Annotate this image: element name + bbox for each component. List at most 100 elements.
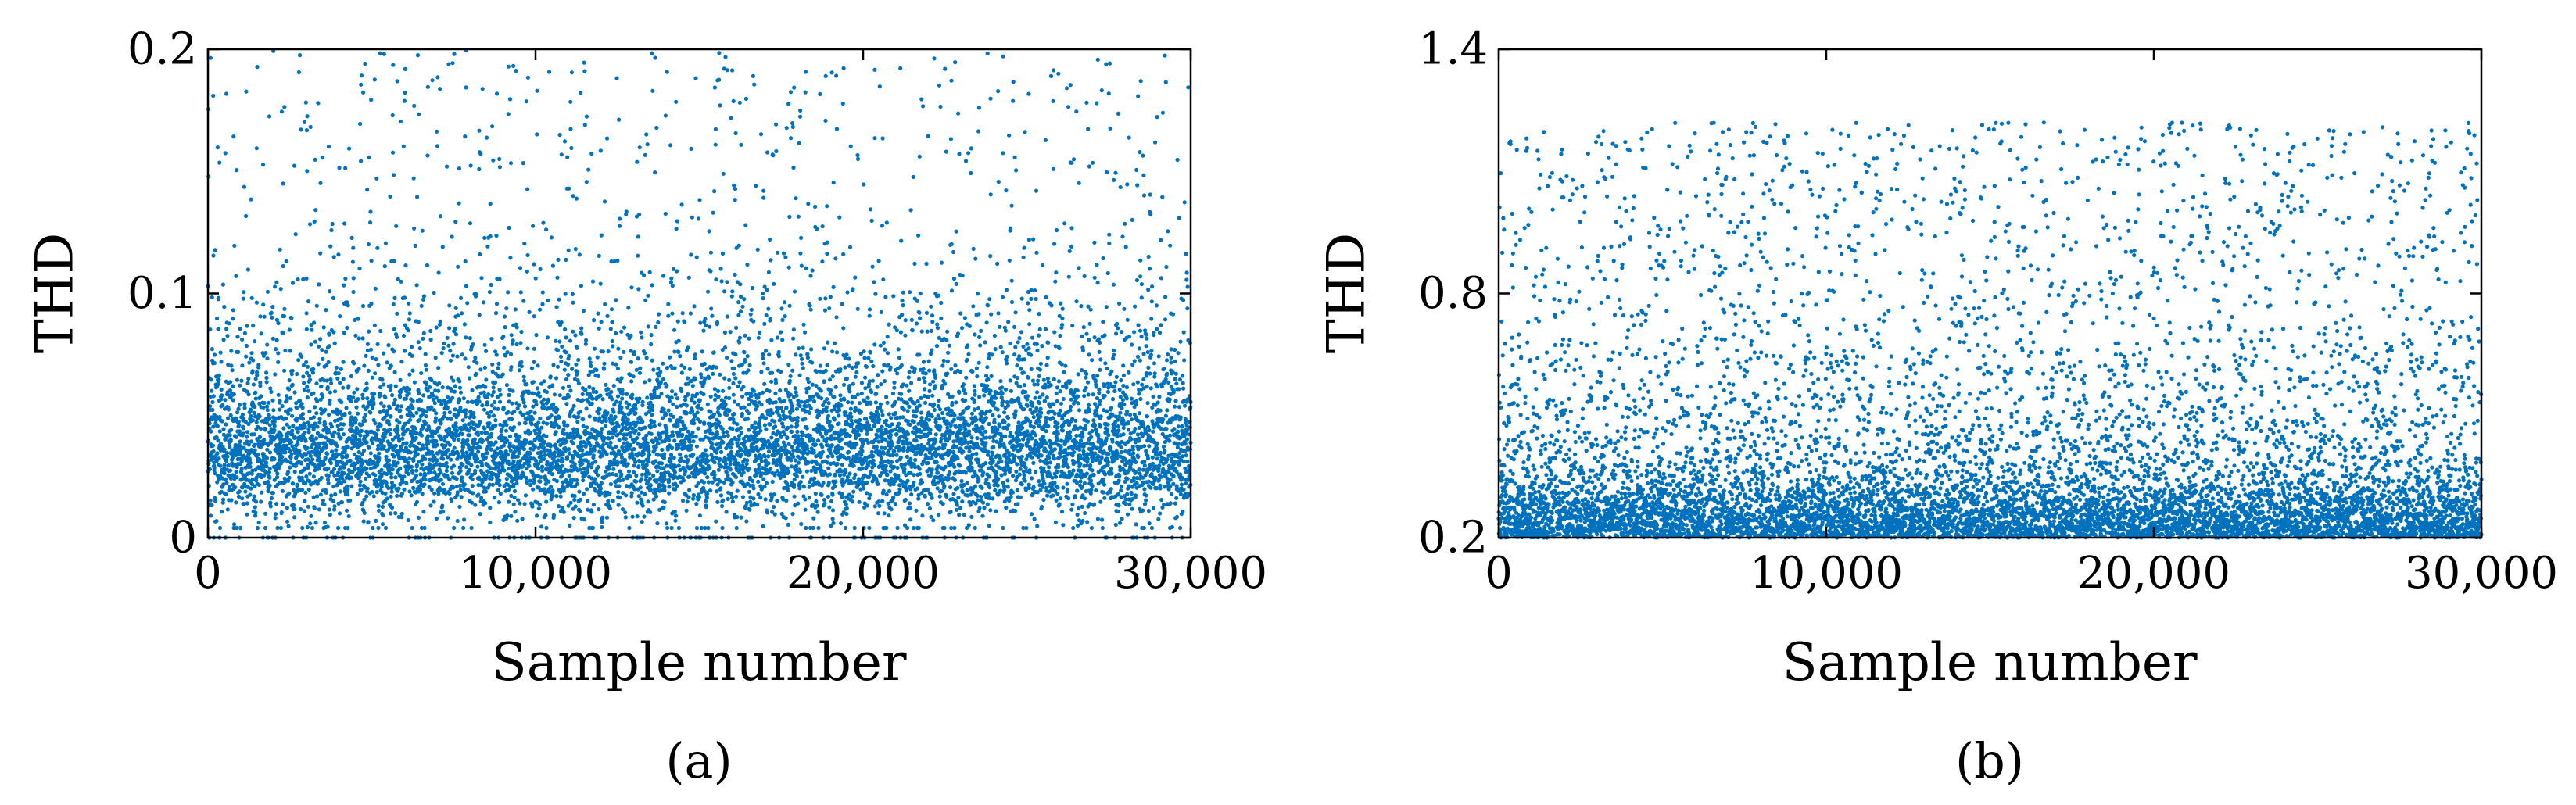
panel-a-point [414, 499, 420, 504]
panel-a-point [312, 425, 317, 430]
panel-a-point [333, 492, 338, 497]
panel-a-point [396, 460, 400, 465]
panel-a-point [565, 362, 571, 367]
panel-a-point [745, 354, 750, 359]
panel-a-point [290, 413, 295, 418]
panel-a-point [367, 445, 371, 450]
panel-a-point [307, 471, 312, 476]
panel-a-point [317, 282, 321, 287]
panel-a-point [729, 492, 734, 496]
panel-a-point [367, 457, 372, 463]
panel-a-point [582, 60, 586, 65]
panel-a-point [667, 485, 672, 489]
panel-a-point [512, 488, 518, 494]
panel-a-point [312, 506, 317, 511]
panel-a-point [471, 445, 475, 450]
panel-a-point [657, 312, 661, 317]
panel-a-point [706, 480, 711, 485]
panel-a-point [578, 410, 582, 414]
panel-a-point [541, 420, 546, 425]
panel-a-point [389, 494, 393, 499]
panel-a-point [504, 477, 509, 481]
panel-a-point [714, 519, 718, 524]
panel-a-point [407, 387, 412, 392]
panel-a-point [478, 367, 483, 372]
panel-a-point [212, 465, 217, 470]
panel-a-point [452, 525, 457, 531]
panel-a-point [453, 306, 458, 310]
panel-a-point [619, 329, 624, 334]
panel-a-point [712, 460, 717, 465]
panel-a-point [255, 65, 260, 70]
panel-a-point [290, 368, 295, 373]
panel-a-point [747, 452, 752, 456]
panel-a-point [747, 507, 752, 512]
panel-a-point [544, 499, 549, 504]
panel-a-point [256, 363, 261, 367]
panel-a-point [496, 361, 501, 366]
panel-a-point [472, 437, 478, 442]
panel-a-point [399, 404, 404, 409]
panel-a-point [639, 477, 644, 481]
panel-a-point [731, 371, 736, 377]
panel-a-point [611, 499, 615, 503]
panel-a-point [355, 492, 360, 496]
panel-a-point [326, 360, 331, 364]
panel-a-point [517, 451, 521, 456]
panel-a-point [673, 392, 678, 397]
panel-a-point [323, 407, 328, 413]
panel-a-point [292, 469, 297, 474]
panel-a-point [456, 313, 460, 318]
panel-a-point [246, 377, 251, 381]
panel-a-point [438, 319, 442, 324]
panel-a-point [594, 367, 599, 373]
panel-a-point [334, 365, 339, 370]
panel-a-point [607, 491, 612, 496]
panel-a-point [264, 460, 269, 466]
panel-a-point [231, 392, 236, 397]
panel-a-point [643, 380, 647, 385]
panel-a-point [468, 163, 473, 168]
panel-a-point [360, 452, 364, 456]
panel-a-point [570, 292, 575, 296]
panel-a-point [371, 417, 376, 423]
panel-a-point [217, 160, 222, 165]
panel-a-point [721, 388, 726, 393]
panel-a-point [658, 370, 663, 374]
panel-a-point [363, 413, 367, 417]
panel-a-point [510, 401, 514, 406]
panel-a-point [314, 411, 319, 416]
panel-a-point [321, 498, 325, 503]
panel-a-point [560, 463, 564, 468]
panel-a-point [560, 473, 565, 478]
panel-a-point [310, 457, 315, 462]
panel-a-point [489, 337, 494, 342]
panel-a-point [635, 514, 640, 519]
panel-a-point [332, 341, 337, 345]
panel-a-point [371, 402, 376, 406]
panel-a-point [627, 402, 632, 407]
panel-a-point [532, 444, 537, 449]
panel-a-point [695, 410, 700, 415]
panel-a-point [303, 481, 308, 486]
panel-a-point [332, 389, 338, 394]
panel-a-point [364, 381, 369, 386]
panel-a-point [420, 228, 425, 233]
panel-a-point [372, 77, 377, 82]
panel-a-point [693, 352, 697, 357]
panel-a-point [324, 443, 329, 448]
panel-a-point [557, 393, 562, 398]
panel-a-point [715, 431, 720, 437]
panel-a-point [353, 333, 358, 338]
panel-a-point [579, 91, 583, 95]
panel-a-point [648, 483, 653, 488]
panel-a-point [646, 460, 650, 464]
panel-a-point [305, 169, 310, 174]
panel-a-point [458, 469, 463, 474]
panel-a-point [246, 442, 251, 447]
panel-a-point [556, 504, 561, 509]
panel-a-point [489, 466, 493, 470]
panel-a-point [590, 396, 595, 401]
panel-a-point [458, 488, 464, 492]
panel-a-point [679, 370, 685, 375]
